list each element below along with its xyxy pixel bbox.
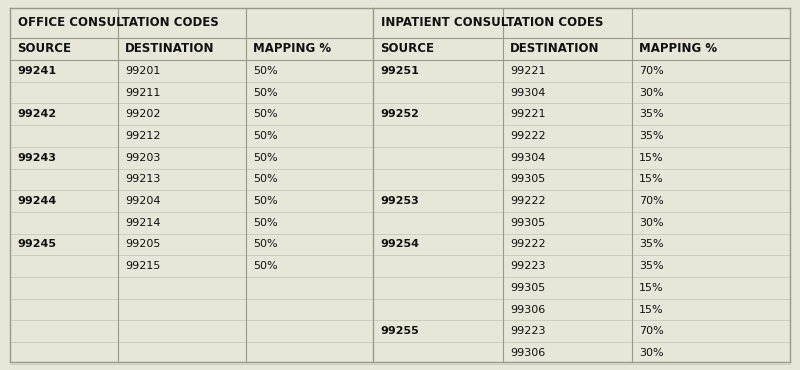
Text: 50%: 50%	[253, 131, 278, 141]
Bar	[10, 8, 373, 38]
Text: 99215: 99215	[125, 261, 160, 271]
Text: 35%: 35%	[639, 131, 664, 141]
Text: 99222: 99222	[510, 239, 546, 249]
Text: 99223: 99223	[510, 326, 546, 336]
Text: 99241: 99241	[17, 66, 56, 76]
Text: 30%: 30%	[639, 348, 664, 358]
Text: 35%: 35%	[639, 109, 664, 119]
Text: 50%: 50%	[253, 261, 278, 271]
Text: SOURCE: SOURCE	[17, 43, 71, 56]
Text: 99255: 99255	[380, 326, 418, 336]
Text: MAPPING %: MAPPING %	[639, 43, 717, 56]
Text: 99245: 99245	[17, 239, 56, 249]
Text: 30%: 30%	[639, 88, 664, 98]
Text: INPATIENT CONSULTATION CODES: INPATIENT CONSULTATION CODES	[381, 17, 603, 30]
Text: 35%: 35%	[639, 239, 664, 249]
Text: 99242: 99242	[17, 109, 56, 119]
Text: 15%: 15%	[639, 153, 664, 163]
Text: OFFICE CONSULTATION CODES: OFFICE CONSULTATION CODES	[18, 17, 218, 30]
Text: 99212: 99212	[125, 131, 161, 141]
Text: 99201: 99201	[125, 66, 160, 76]
Text: 99243: 99243	[17, 153, 56, 163]
Text: 50%: 50%	[253, 66, 278, 76]
Text: 99211: 99211	[125, 88, 160, 98]
Text: 50%: 50%	[253, 153, 278, 163]
Text: 99221: 99221	[510, 66, 546, 76]
Text: 50%: 50%	[253, 88, 278, 98]
Text: 99205: 99205	[125, 239, 160, 249]
Text: 99223: 99223	[510, 261, 546, 271]
Text: 99221: 99221	[510, 109, 546, 119]
Text: MAPPING %: MAPPING %	[253, 43, 331, 56]
Text: 99254: 99254	[380, 239, 419, 249]
Text: 99251: 99251	[380, 66, 419, 76]
Text: 99244: 99244	[17, 196, 56, 206]
Text: 99304: 99304	[510, 88, 546, 98]
Text: 99304: 99304	[510, 153, 546, 163]
Text: 99305: 99305	[510, 218, 546, 228]
Text: 99305: 99305	[510, 174, 546, 184]
Text: 70%: 70%	[639, 66, 664, 76]
Text: 30%: 30%	[639, 218, 664, 228]
Text: DESTINATION: DESTINATION	[510, 43, 599, 56]
Text: 99214: 99214	[125, 218, 161, 228]
Text: 99306: 99306	[510, 348, 546, 358]
Text: 35%: 35%	[639, 261, 664, 271]
Text: 50%: 50%	[253, 174, 278, 184]
Text: 99222: 99222	[510, 196, 546, 206]
Text: 15%: 15%	[639, 283, 664, 293]
Bar	[373, 8, 790, 38]
Text: 70%: 70%	[639, 326, 664, 336]
Text: 99203: 99203	[125, 153, 160, 163]
Text: 15%: 15%	[639, 305, 664, 314]
Text: 99222: 99222	[510, 131, 546, 141]
Text: 99202: 99202	[125, 109, 161, 119]
Text: 50%: 50%	[253, 109, 278, 119]
Text: 50%: 50%	[253, 239, 278, 249]
Text: SOURCE: SOURCE	[380, 43, 434, 56]
Text: 70%: 70%	[639, 196, 664, 206]
Text: 99252: 99252	[380, 109, 419, 119]
Text: 99305: 99305	[510, 283, 546, 293]
Text: DESTINATION: DESTINATION	[125, 43, 214, 56]
Text: 15%: 15%	[639, 174, 664, 184]
Text: 50%: 50%	[253, 218, 278, 228]
Text: 99213: 99213	[125, 174, 160, 184]
Text: 99253: 99253	[380, 196, 418, 206]
Text: 99204: 99204	[125, 196, 161, 206]
Text: 99306: 99306	[510, 305, 546, 314]
Text: 50%: 50%	[253, 196, 278, 206]
